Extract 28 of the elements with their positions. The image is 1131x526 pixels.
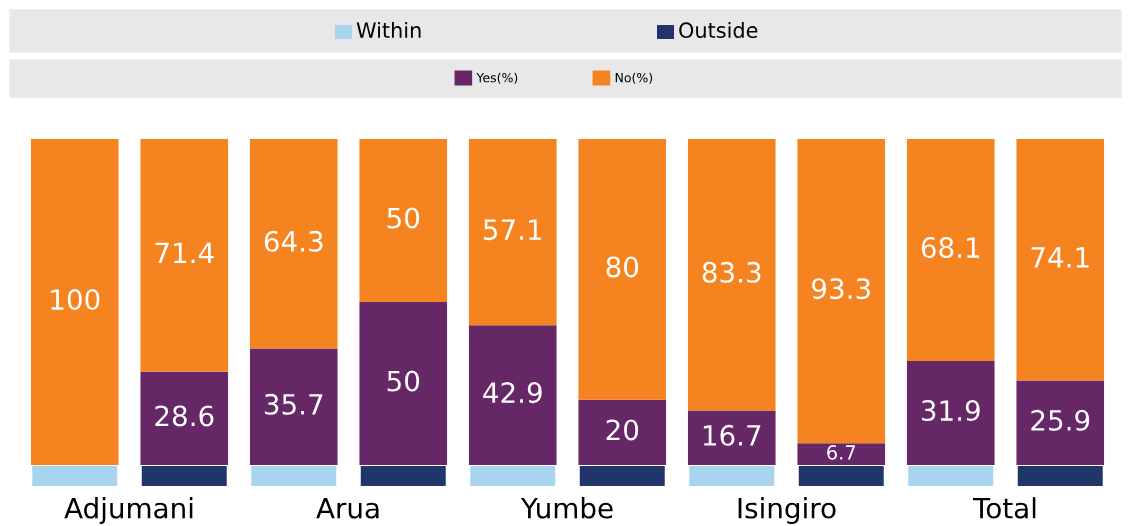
data-label: 20 [606, 419, 639, 441]
text: Total [972, 497, 1036, 519]
data-label: 64.3 [264, 230, 323, 252]
legend-label: No(%) [615, 72, 653, 84]
data-label: 42.9 [483, 382, 542, 404]
data-label: 50 [387, 370, 420, 392]
text: Arua [316, 497, 379, 519]
data-label: 16.7 [703, 424, 761, 446]
text: Outside [679, 21, 758, 39]
text: Yumbe [520, 497, 613, 519]
data-label: 6.7 [827, 445, 856, 460]
data-label: 28.6 [155, 405, 214, 427]
data-label: 93.3 [812, 278, 870, 300]
data-label: 68.1 [921, 237, 980, 259]
data-label: 80 [606, 256, 639, 278]
data-label: 83.3 [702, 261, 761, 283]
data-label: 31.9 [921, 400, 980, 422]
data-label: 100 [51, 289, 100, 311]
data-label: 74.1 [1031, 247, 1089, 268]
text: Adjumani [64, 497, 193, 524]
text: Within [356, 21, 421, 38]
data-label: 57.1 [483, 219, 542, 241]
data-label: 35.7 [264, 393, 323, 415]
data-label: 25.9 [1031, 409, 1090, 431]
data-label: 71.4 [155, 242, 214, 264]
text: Isingiro [738, 497, 836, 524]
legend-label: Yes(%) [476, 72, 518, 84]
data-label: 50 [387, 207, 420, 229]
